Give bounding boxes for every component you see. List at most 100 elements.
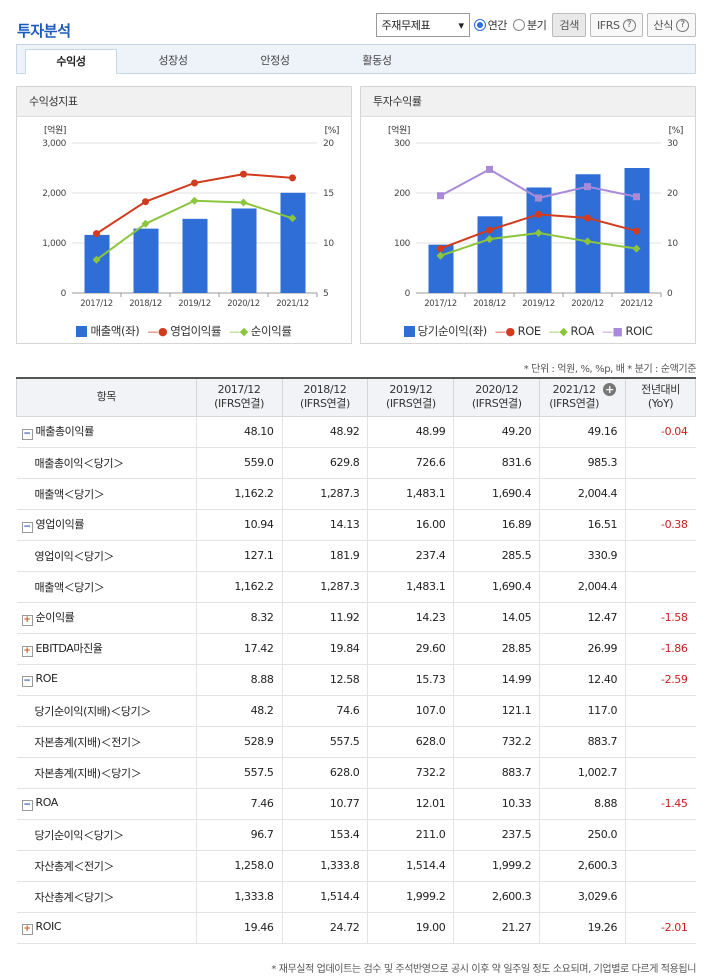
table-row: 매출액＜당기＞ 1,162.2 1,287.3 1,483.1 1,690.4 2,004… bbox=[16, 571, 696, 603]
point bbox=[584, 183, 591, 191]
radio-quarter-label: 분기 bbox=[527, 19, 547, 32]
chart-legend: 당기순이익(좌) —● ROE —◆ ROA —■ ROIC bbox=[361, 323, 695, 339]
table-row: + ROIC 19.46 24.72 19.00 21.27 19.26 -2.01 bbox=[16, 912, 696, 944]
tab-activity[interactable]: 활동성 bbox=[362, 54, 392, 67]
value-cell: 1,287.3 bbox=[282, 571, 369, 603]
legend-item[interactable]: 매출액(좌) bbox=[76, 323, 140, 339]
col-header-period-text: 2021/12 (IFRS연결) bbox=[549, 383, 600, 411]
ifrs-button[interactable]: IFRS ? bbox=[589, 13, 643, 37]
value-cell: 883.7 bbox=[539, 726, 627, 758]
col-header-period: 2020/12 (IFRS연결) bbox=[453, 377, 541, 417]
value-cell: 2,004.4 bbox=[539, 478, 627, 510]
row-label: 자산총계＜전기＞ bbox=[34, 859, 115, 873]
legend-item[interactable]: —● 영업이익률 bbox=[147, 323, 221, 339]
expand-icon[interactable]: + bbox=[21, 615, 33, 626]
row-label-cell: 자산총계＜전기＞ bbox=[16, 850, 197, 882]
footer-note: * 재무실적 업데이트는 검수 및 주석반영으로 공시 이후 약 일주일 정도 … bbox=[271, 964, 696, 975]
value-cell: 14.23 bbox=[367, 602, 455, 634]
value-cell: 1,999.2 bbox=[367, 881, 455, 913]
value-cell: 211.0 bbox=[367, 819, 455, 851]
tab-growth[interactable]: 성장성 bbox=[158, 54, 188, 67]
legend-item[interactable]: 당기순이익(좌) bbox=[403, 323, 487, 339]
yoy-cell: -2.01 bbox=[625, 912, 696, 944]
yoy-cell bbox=[625, 540, 696, 572]
legend-item[interactable]: —◆ ROA bbox=[549, 323, 595, 339]
row-label-cell: − ROA bbox=[16, 788, 197, 820]
row-label-cell: 자산총계＜당기＞ bbox=[16, 881, 197, 913]
yoy-cell bbox=[625, 478, 696, 510]
collapse-icon[interactable]: − bbox=[21, 522, 33, 533]
right-tick-label: 10 bbox=[323, 239, 334, 249]
value-cell: 2,600.3 bbox=[539, 850, 627, 882]
x-tick-label: 2021/12 bbox=[620, 299, 653, 309]
value-cell: 117.0 bbox=[539, 695, 627, 727]
row-label: ROIC bbox=[35, 920, 62, 933]
value-cell: 237.5 bbox=[453, 819, 541, 851]
legend-item[interactable]: —● ROE bbox=[495, 323, 541, 339]
formula-button[interactable]: 산식 ? bbox=[646, 13, 696, 37]
table-row: 매출액＜당기＞ 1,162.2 1,287.3 1,483.1 1,690.4 2,004… bbox=[16, 478, 696, 510]
controls-bar: 주재무제표 ▾ 연간 분기 검색 IFRS ? 산식 ? bbox=[375, 13, 696, 37]
collapse-icon[interactable]: − bbox=[21, 429, 33, 440]
row-label-cell: 당기순이익(지배)＜당기＞ bbox=[16, 695, 197, 727]
table-row: 당기순이익(지배)＜당기＞ 48.2 74.6 107.0 121.1 117.0 bbox=[16, 695, 696, 727]
table-row: + 순이익률 8.32 11.92 14.23 14.05 12.47 -1.58 bbox=[16, 602, 696, 634]
left-tick-label: 100 bbox=[394, 239, 411, 249]
search-button[interactable]: 검색 bbox=[552, 13, 586, 37]
statement-select[interactable]: 주재무제표 ▾ bbox=[375, 13, 470, 37]
point bbox=[632, 244, 641, 253]
bar bbox=[526, 187, 552, 293]
point bbox=[239, 198, 248, 207]
point bbox=[190, 196, 199, 205]
value-cell: 726.6 bbox=[367, 447, 455, 479]
value-cell: 985.3 bbox=[539, 447, 627, 479]
expand-icon[interactable]: + bbox=[21, 924, 33, 935]
row-label: ROE bbox=[35, 672, 58, 685]
value-cell: 1,333.8 bbox=[196, 881, 283, 913]
row-label-cell: 당기순이익＜당기＞ bbox=[16, 819, 197, 851]
row-label-cell: − 매출총이익률 bbox=[16, 416, 197, 448]
collapse-icon[interactable]: − bbox=[21, 676, 33, 687]
radio-annual[interactable]: 연간 bbox=[473, 17, 507, 33]
value-cell: 17.42 bbox=[196, 633, 283, 665]
value-cell: 1,690.4 bbox=[453, 478, 541, 510]
row-label: 매출액＜당기＞ bbox=[34, 487, 105, 501]
legend-item[interactable]: —■ ROIC bbox=[602, 323, 653, 339]
row-label-cell: + EBITDA마진율 bbox=[16, 633, 197, 665]
value-cell: 29.60 bbox=[367, 633, 455, 665]
radio-checked-icon[interactable] bbox=[473, 19, 486, 31]
value-cell: 28.85 bbox=[453, 633, 541, 665]
value-cell: 74.6 bbox=[282, 695, 369, 727]
row-label-cell: 매출액＜당기＞ bbox=[16, 478, 197, 510]
value-cell: 528.9 bbox=[196, 726, 283, 758]
left-axis-unit: [억원] bbox=[44, 124, 66, 136]
yoy-cell: -0.38 bbox=[625, 509, 696, 541]
row-label: 영업이익률 bbox=[35, 518, 85, 531]
value-cell: 629.8 bbox=[282, 447, 369, 479]
tab-profitability[interactable]: 수익성 bbox=[25, 49, 117, 74]
x-tick-label: 2018/12 bbox=[129, 299, 162, 309]
point bbox=[191, 179, 198, 187]
right-tick-label: 30 bbox=[667, 139, 678, 149]
value-cell: 1,483.1 bbox=[367, 571, 455, 603]
table-row: − 매출총이익률 48.10 48.92 48.99 49.20 49.16 -0.04 bbox=[16, 416, 696, 448]
value-cell: 26.99 bbox=[539, 633, 627, 665]
row-label-cell: 매출액＜당기＞ bbox=[16, 571, 197, 603]
collapse-icon[interactable]: − bbox=[21, 800, 33, 811]
point bbox=[485, 235, 494, 244]
radio-quarter[interactable]: 분기 bbox=[513, 17, 547, 33]
help-icon: ? bbox=[676, 18, 689, 32]
tab-stability[interactable]: 안정성 bbox=[260, 54, 290, 67]
radio-unchecked-icon[interactable] bbox=[513, 19, 526, 31]
value-cell: 8.88 bbox=[539, 788, 627, 820]
row-label: 자본총계(지배)＜전기＞ bbox=[34, 735, 142, 749]
legend-item[interactable]: —◆ 순이익률 bbox=[229, 323, 292, 339]
table-row: 영업이익＜당기＞ 127.1 181.9 237.4 285.5 330.9 bbox=[16, 540, 696, 572]
row-label: ROA bbox=[35, 796, 59, 809]
value-cell: 1,999.2 bbox=[453, 850, 541, 882]
row-label: 매출액＜당기＞ bbox=[34, 580, 105, 594]
col-header-yoy: 전년대비 (YoY) bbox=[625, 377, 696, 417]
panel-title: 수익성지표 bbox=[17, 87, 351, 117]
add-column-icon[interactable]: + bbox=[603, 383, 617, 397]
expand-icon[interactable]: + bbox=[21, 646, 33, 657]
